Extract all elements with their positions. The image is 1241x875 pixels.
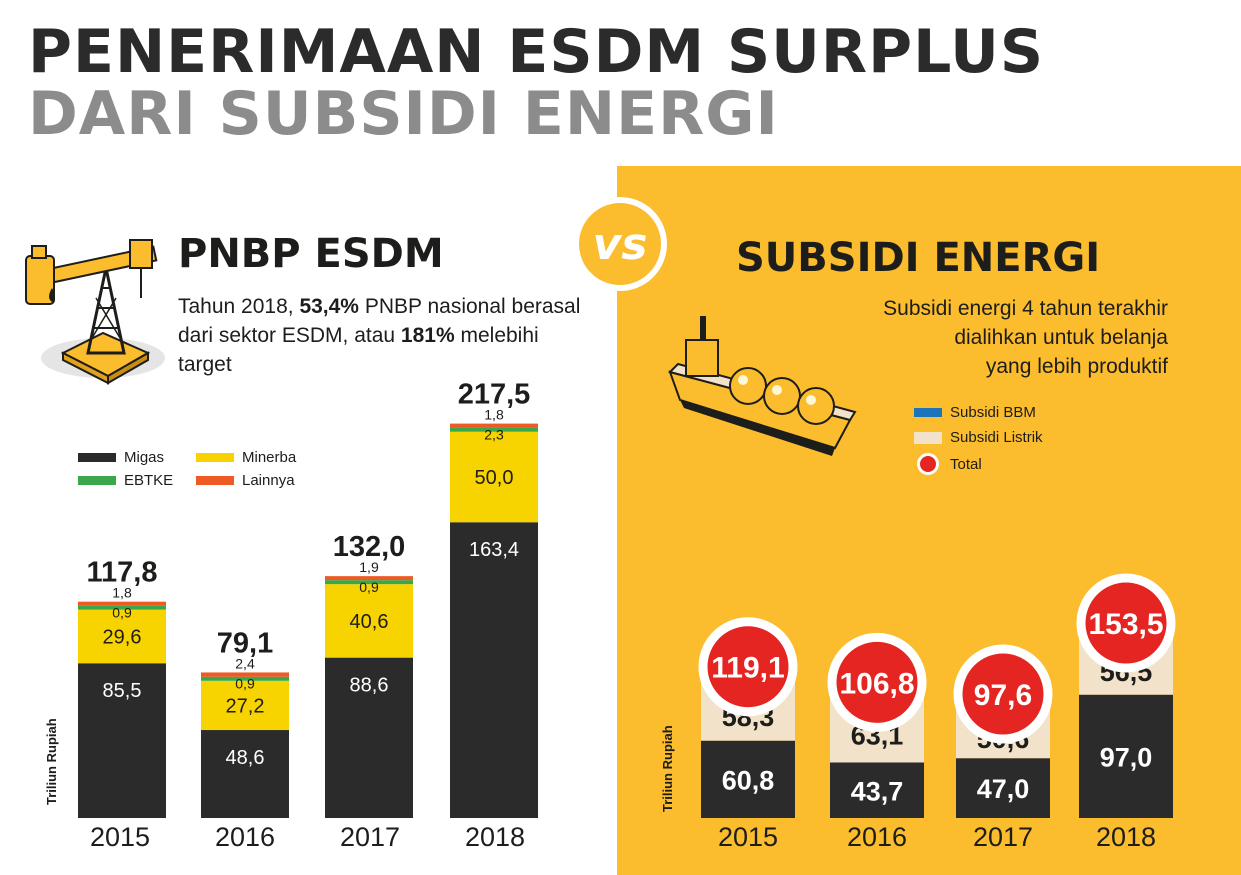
subsidi-ylabel: Triliun Rupiah [660,725,675,812]
total-circle-2016 [827,632,927,732]
label-migas-2015: 85,5 [103,680,142,702]
subsidi-year-2017: 2017 [972,822,1034,852]
legend-ebtke: EBTKE [78,472,173,489]
pnbp-ylabel: Triliun Rupiah [44,718,59,805]
legend-minerba: Minerba [196,449,296,466]
pnbp-year-2015: 2015 [89,822,151,852]
vs-badge: vs [573,197,667,291]
label-lainnya-2015: 1,8 [112,585,132,601]
main-title-line2: DARI SUBSIDI ENERGI [28,79,779,149]
label-total-2017: 97,6 [974,679,1032,712]
subsidi-year-2018: 2018 [1095,822,1157,852]
legend-subsidi-listrik: Subsidi Listrik [914,429,1043,446]
bar-lainnya-2017 [325,576,413,581]
label-bbm-2016: 43,7 [851,776,904,806]
oil-pump-icon [25,239,165,385]
bar-lainnya-2015 [78,601,166,606]
bar-ebtke-2016 [201,676,289,681]
label-minerba-2017: 40,6 [350,611,389,633]
label-bbm-2015: 60,8 [722,765,775,795]
bar-minerba-2016 [201,680,289,731]
label-minerba-2018: 50,0 [475,467,514,489]
legend-subsidi-bbm: Subsidi BBM [914,404,1036,421]
label-total-2018: 153,5 [1088,608,1163,641]
label-lainnya-2018: 1,8 [484,407,504,423]
pnbp-description: Tahun 2018, 53,4% PNBP nasional berasal … [178,295,581,376]
label-ebtke-2016: 0,9 [235,675,255,691]
label-minerba-2015: 29,6 [103,626,142,648]
bar-ebtke-2015 [78,605,166,610]
bar-subsidi-bbm-2018 [1079,694,1173,818]
label-migas-2016: 48,6 [226,747,265,769]
total-circle-2015 [698,617,798,717]
legend-total: Total [914,453,982,475]
label-minerba-2016: 27,2 [226,695,265,717]
bar-ebtke-2017 [325,580,413,585]
total-circle-2018 [1076,573,1176,673]
bar-lainnya-2018 [450,423,538,428]
total-circle-2017 [953,644,1053,744]
label-ebtke-2015: 0,9 [112,605,132,621]
bar-migas-2015 [78,663,166,818]
label-total-2018: 217,5 [458,380,531,411]
pnbp-year-2017: 2017 [339,822,401,852]
bar-minerba-2017 [325,584,413,658]
lng-tanker-icon [668,316,857,456]
subsidi-description: Subsidi energi 4 tahun terakhir dialihka… [883,297,1168,378]
pnbp-year-2018: 2018 [464,822,526,852]
label-total-2016: 106,8 [839,667,914,700]
bar-subsidi-bbm-2015 [701,740,795,818]
pnbp-title: PNBP ESDM [178,231,444,277]
label-migas-2017: 88,6 [350,675,389,697]
label-lainnya-2017: 1,9 [359,559,379,575]
pnbp-chart: 85,529,60,91,8117,848,627,20,92,479,188,… [78,380,538,818]
label-ebtke-2017: 0,9 [359,579,379,595]
main-title-line1: PENERIMAAN ESDM SURPLUS [28,17,1045,87]
pnbp-year-2016: 2016 [214,822,276,852]
label-total-2017: 132,0 [333,531,406,563]
subsidi-year-2016: 2016 [846,822,908,852]
label-bbm-2017: 47,0 [977,774,1030,804]
label-lainnya-2016: 2,4 [235,655,255,671]
bar-migas-2017 [325,657,413,818]
label-ebtke-2018: 2,3 [484,427,504,443]
bar-migas-2016 [201,730,289,818]
subsidi-year-2015: 2015 [717,822,779,852]
label-bbm-2018: 97,0 [1100,742,1153,772]
label-total-2015: 119,1 [711,652,784,685]
subsidi-chart: 60,858,3119,143,763,1106,847,050,697,697… [698,573,1176,818]
label-migas-2018: 163,4 [469,539,519,561]
legend-lainnya: Lainnya [196,472,295,489]
bar-lainnya-2016 [201,672,289,677]
subsidi-title: SUBSIDI ENERGI [736,235,1101,281]
bar-subsidi-bbm-2016 [830,762,924,818]
bar-minerba-2015 [78,609,166,664]
bar-migas-2018 [450,522,538,818]
bar-subsidi-bbm-2017 [956,758,1050,818]
bar-minerba-2018 [450,431,538,523]
bar-ebtke-2018 [450,427,538,432]
label-total-2015: 117,8 [87,557,158,589]
label-total-2016: 79,1 [217,627,273,659]
legend-migas: Migas [78,449,164,466]
